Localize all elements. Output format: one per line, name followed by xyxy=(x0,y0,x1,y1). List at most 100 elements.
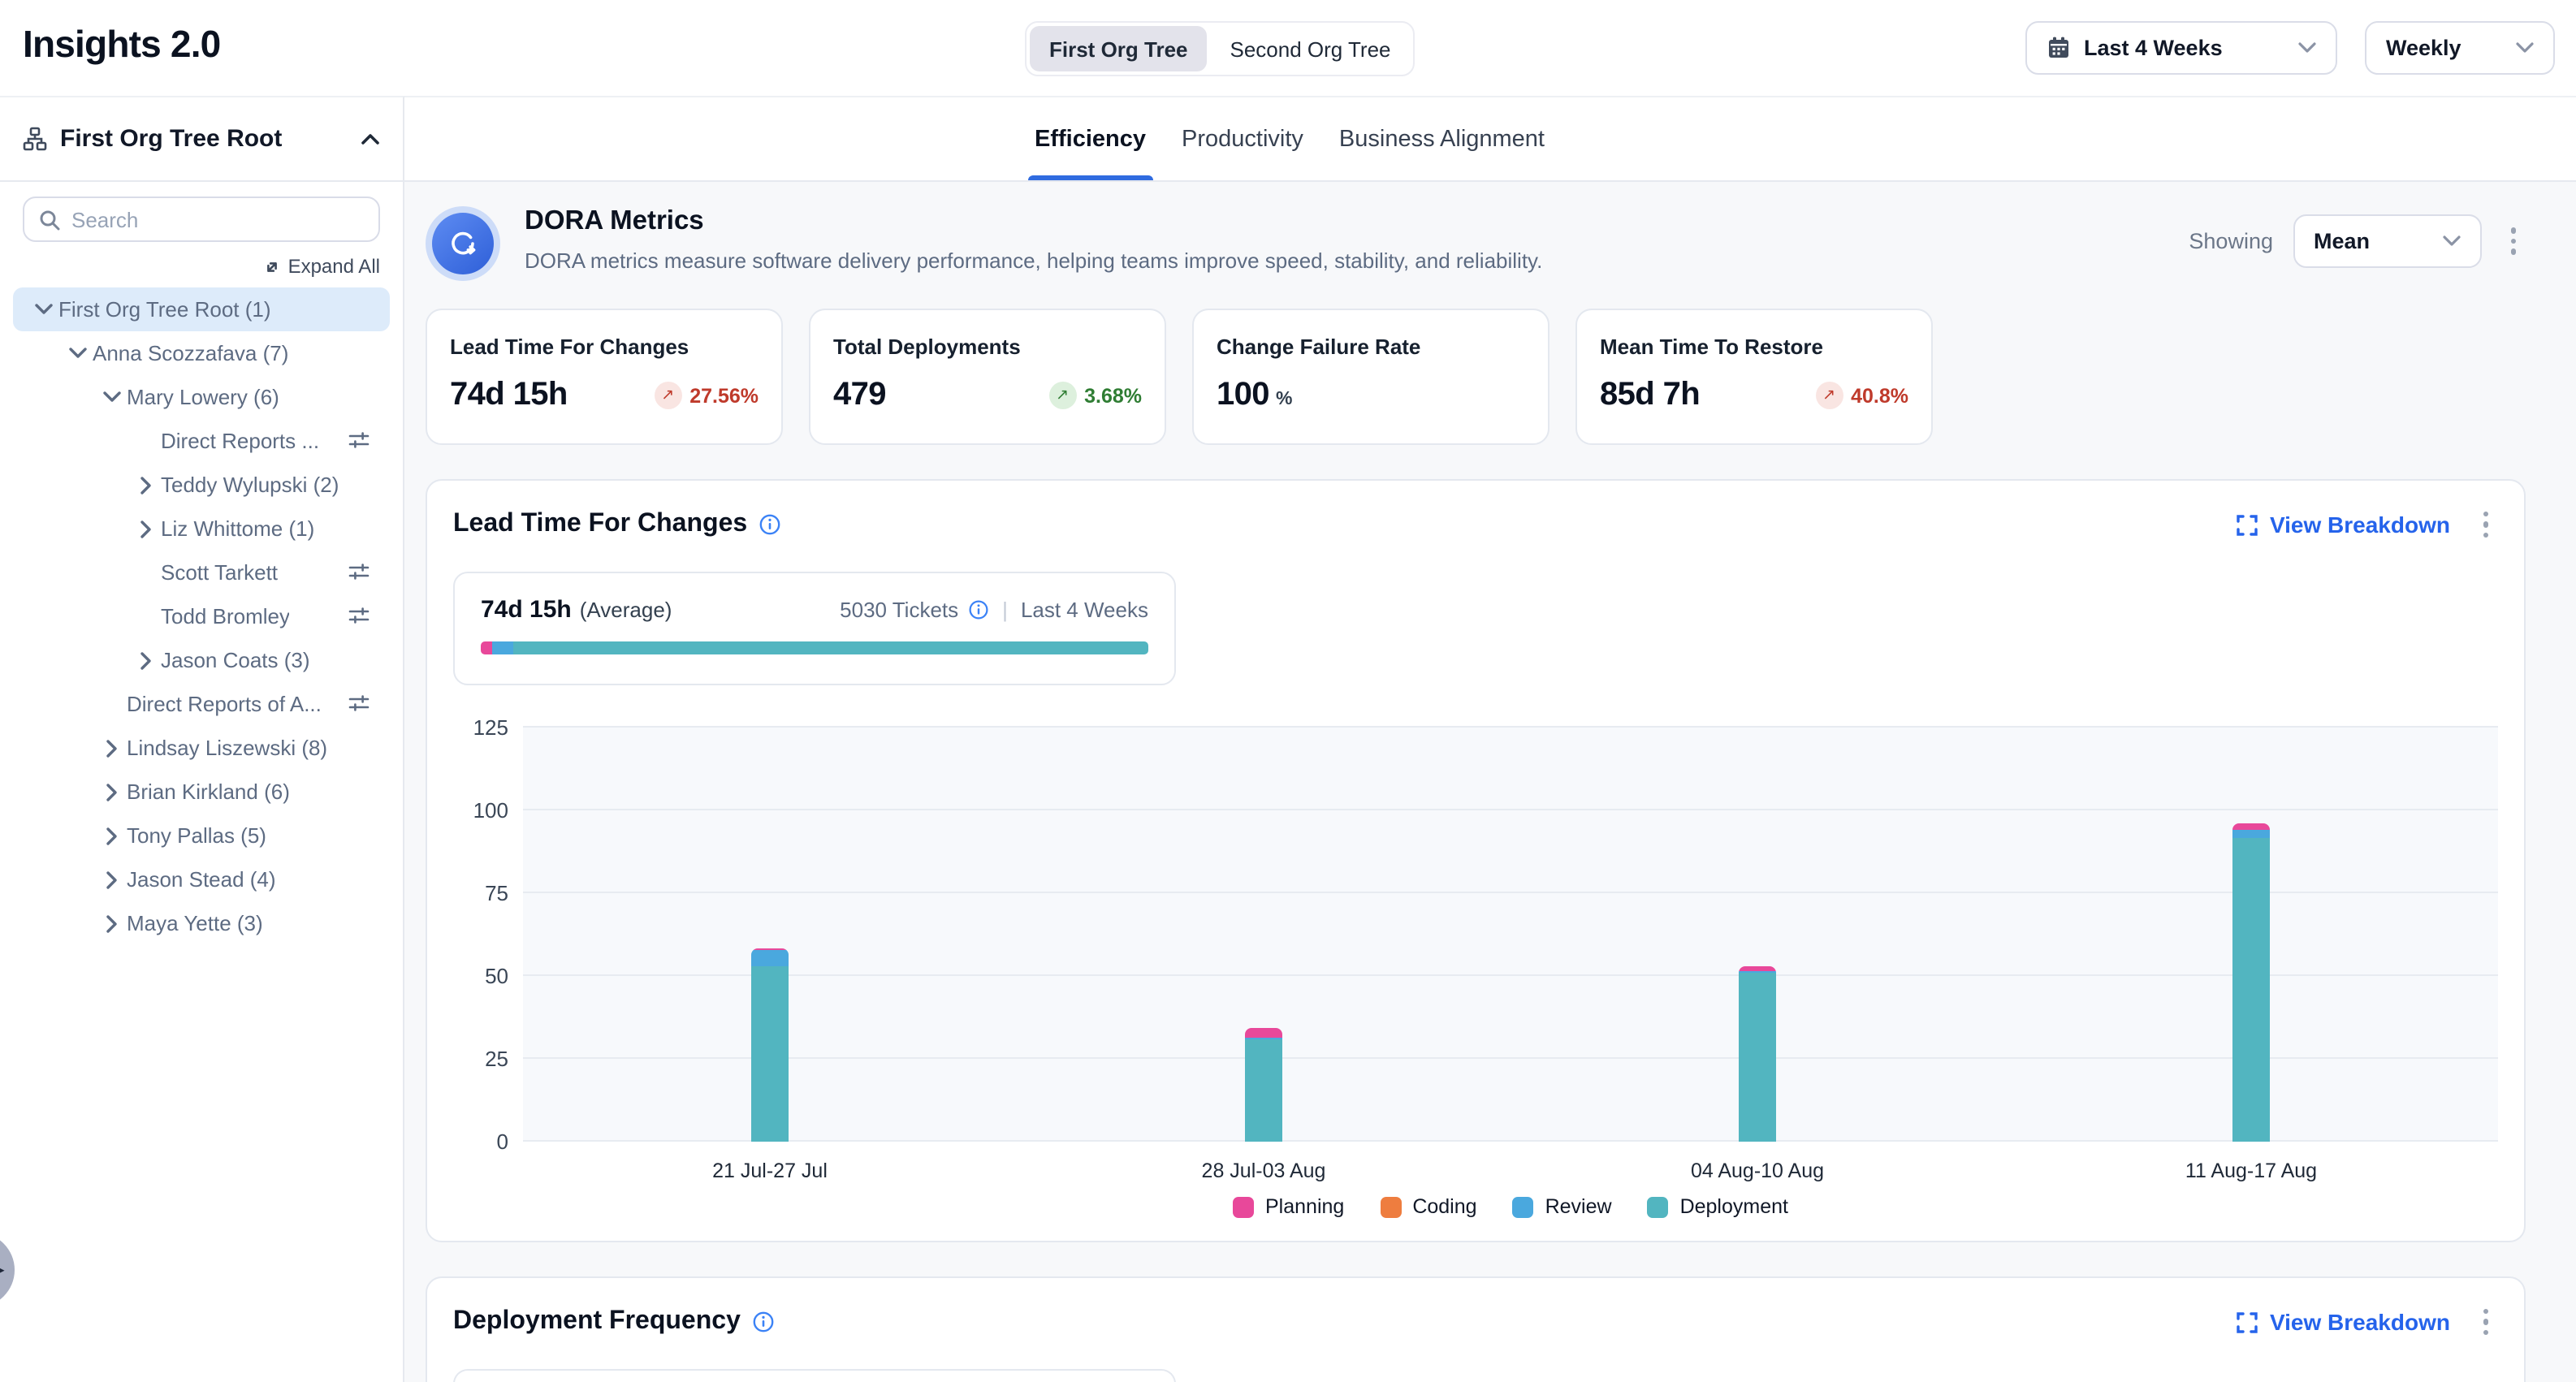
tree-item-label: Jason Stead (4) xyxy=(127,867,276,892)
org-tree-option[interactable]: First Org Tree xyxy=(1030,26,1208,71)
legend-swatch xyxy=(1647,1196,1669,1217)
tree-item-label: Direct Reports of A... xyxy=(127,692,322,716)
chart-legend: Planning Coding Review Deployment xyxy=(523,1195,2498,1218)
chevron-down-icon[interactable] xyxy=(32,298,55,321)
view-breakdown-label: View Breakdown xyxy=(2269,1309,2450,1335)
summary-period: Last 4 Weeks xyxy=(1020,598,1148,622)
bar-segment-planning xyxy=(2232,823,2270,831)
dora-cycle-icon xyxy=(426,206,500,281)
body-row: Expand All First Org Tree Root (1) Anna S… xyxy=(0,182,2576,1382)
expand-all-button[interactable]: Expand All xyxy=(23,255,380,278)
chevron-right-icon[interactable] xyxy=(135,517,158,540)
metric-card-value-row: 74d 15h ↗ 27.56% xyxy=(450,377,759,414)
filters-icon[interactable] xyxy=(348,429,370,451)
search-input[interactable] xyxy=(71,207,364,231)
tree-item[interactable]: Tony Pallas (5) xyxy=(13,814,390,857)
tree-item[interactable]: Jason Coats (3) xyxy=(13,638,390,682)
tree-item[interactable]: Direct Reports ... xyxy=(13,419,390,463)
metric-card-value: 74d 15h xyxy=(450,377,568,412)
metric-trend-value: 3.68% xyxy=(1084,384,1142,407)
tree-item[interactable]: Direct Reports of A... xyxy=(13,682,390,726)
bar-segment-planning xyxy=(1245,1027,1282,1038)
tree-item[interactable]: Lindsay Liszewski (8) xyxy=(13,726,390,770)
chevron-right-icon[interactable] xyxy=(101,912,123,935)
metric-card-value-row: 100% xyxy=(1217,377,1525,414)
tab-business-alignment[interactable]: Business Alignment xyxy=(1338,126,1545,152)
aggregation-select[interactable]: Mean xyxy=(2293,214,2481,268)
tree-item[interactable]: Todd Bromley xyxy=(13,594,390,638)
view-breakdown-link[interactable]: View Breakdown xyxy=(2237,1309,2450,1335)
dora-subtitle: DORA metrics measure software delivery p… xyxy=(525,248,1543,273)
gridline xyxy=(523,974,2498,976)
tree-item-label: Brian Kirkland (6) xyxy=(127,780,290,804)
gridline xyxy=(523,809,2498,810)
legend-item-coding: Coding xyxy=(1380,1195,1477,1218)
filters-icon[interactable] xyxy=(348,560,370,583)
lead-time-chart: 0 25 50 75 100 125 21 Jul-27 Jul 28 Jul-03 Aug… xyxy=(453,715,2498,1218)
granularity-value: Weekly xyxy=(2386,36,2461,60)
topbar-filters: Last 4 Weeks Weekly xyxy=(2025,21,2555,75)
chevron-right-icon[interactable] xyxy=(135,473,158,496)
tree-item[interactable]: Brian Kirkland (6) xyxy=(13,770,390,814)
kebab-menu-icon[interactable] xyxy=(2473,1302,2498,1342)
tree-item-label: Todd Bromley xyxy=(161,604,290,628)
tree-item-label: Liz Whittome (1) xyxy=(161,516,315,541)
kebab-menu-icon[interactable] xyxy=(2500,222,2526,261)
chevron-right-icon[interactable] xyxy=(135,649,158,672)
granularity-select[interactable]: Weekly xyxy=(2365,21,2555,75)
info-icon[interactable] xyxy=(759,513,781,536)
legend-swatch xyxy=(1233,1196,1254,1217)
tabs-bar: Efficiency Productivity Business Alignment xyxy=(404,96,2576,182)
tree-item[interactable]: Scott Tarkett xyxy=(13,551,390,594)
filters-icon[interactable] xyxy=(348,604,370,627)
trend-up-arrow-icon: ↗ xyxy=(654,382,682,409)
chevron-down-icon[interactable] xyxy=(67,342,89,365)
tab-productivity[interactable]: Productivity xyxy=(1182,126,1303,152)
filters-icon[interactable] xyxy=(348,692,370,715)
metric-card-label: Lead Time For Changes xyxy=(450,335,689,359)
org-tree-option[interactable]: Second Org Tree xyxy=(1230,37,1391,61)
chevron-right-icon[interactable] xyxy=(101,824,123,847)
info-icon[interactable] xyxy=(752,1311,775,1333)
bar-segment-deployment xyxy=(2232,837,2270,1142)
tree-item[interactable]: Anna Scozzafava (7) xyxy=(13,331,390,375)
legend-swatch xyxy=(1380,1196,1402,1217)
chevron-up-icon[interactable] xyxy=(361,132,380,145)
view-breakdown-link[interactable]: View Breakdown xyxy=(2237,512,2450,538)
tree-item[interactable]: Teddy Wylupski (2) xyxy=(13,463,390,507)
tree-item[interactable]: Liz Whittome (1) xyxy=(13,507,390,551)
chevron-right-icon[interactable] xyxy=(101,780,123,803)
tree-item[interactable]: First Org Tree Root (1) xyxy=(13,287,390,331)
metric-card: Lead Time For Changes 74d 15h ↗ 27.56% xyxy=(426,309,783,445)
info-icon[interactable] xyxy=(968,599,989,620)
chevron-down-icon xyxy=(2298,42,2316,54)
tree-item[interactable]: Jason Stead (4) xyxy=(13,857,390,901)
org-tree-toggle: First Org Tree Second Org Tree xyxy=(1025,21,1416,76)
tree-item[interactable]: Maya Yette (3) xyxy=(13,901,390,945)
y-tick-label: 100 xyxy=(473,798,508,823)
y-axis-labels: 0 25 50 75 100 125 xyxy=(453,715,508,1154)
gridline xyxy=(523,726,2498,728)
expand-corners-icon xyxy=(2237,1311,2258,1332)
date-range-select[interactable]: Last 4 Weeks xyxy=(2025,21,2337,75)
sidebar-root-title: First Org Tree Root xyxy=(60,125,283,153)
y-tick-label: 25 xyxy=(485,1047,508,1071)
metric-card-label: Total Deployments xyxy=(833,335,1021,359)
tree-item[interactable]: Mary Lowery (6) xyxy=(13,375,390,419)
metric-trend-value: 40.8% xyxy=(1851,384,1908,407)
chevron-down-icon[interactable] xyxy=(101,386,123,408)
metric-card-value: 479 xyxy=(833,377,887,412)
tree-item-label: Lindsay Liszewski (8) xyxy=(127,736,328,760)
tab-efficiency[interactable]: Efficiency xyxy=(1028,97,1152,180)
summary-tickets: 5030 Tickets xyxy=(840,598,959,622)
kebab-menu-icon[interactable] xyxy=(2473,505,2498,545)
bar-segment-review xyxy=(751,950,789,966)
deployment-frequency-panel: Deployment Frequency View Breakdown xyxy=(426,1276,2526,1382)
stacked-bar xyxy=(751,948,789,1142)
legend-label: Deployment xyxy=(1679,1195,1788,1218)
y-tick-label: 125 xyxy=(473,715,508,740)
deployment-frequency-header: Deployment Frequency View Breakdown xyxy=(453,1301,2498,1343)
chevron-right-icon[interactable] xyxy=(101,868,123,891)
chevron-right-icon[interactable] xyxy=(101,736,123,759)
